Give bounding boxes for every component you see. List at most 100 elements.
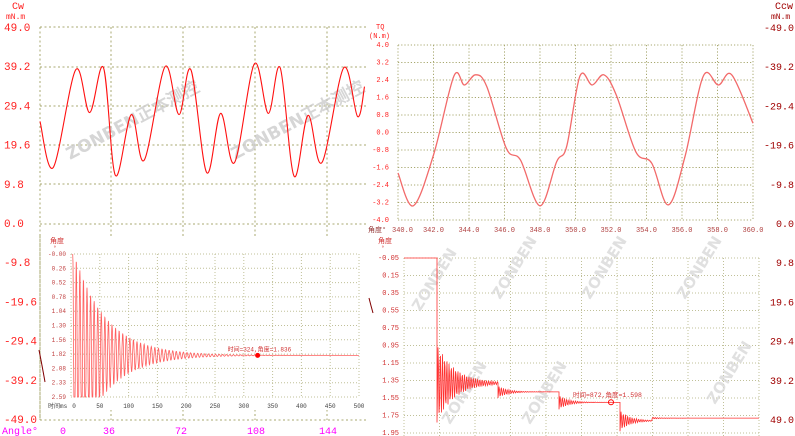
tq-x-axis-tick: 360.0 (742, 227, 763, 235)
tq-x-axis-tick: 340.0 (392, 227, 413, 235)
time-axis-tick: 250 (210, 403, 221, 410)
left-axis-tick: -39.2 (4, 376, 37, 388)
angle-axis-tick: 2.08 (52, 365, 67, 372)
curve-fragment (368, 297, 374, 314)
angle-axis-tick: 0.26 (52, 265, 67, 272)
angle-axis-tick: 0.55 (382, 308, 399, 316)
angle-axis-tick: 108 (247, 427, 265, 436)
left-axis-tick: 49.0 (4, 23, 30, 35)
angle-axis-unit: ° (53, 245, 57, 252)
angle-axis-label: 角度 (378, 236, 392, 246)
left-axis-tick: 29.4 (4, 101, 31, 113)
angle-axis-tick: 0.95 (382, 343, 399, 351)
right-axis-tick: 9.8 (776, 259, 794, 270)
right-axis-tick: -49.0 (764, 24, 794, 35)
time-axis-tick: 350 (267, 403, 278, 410)
angle-axis-tick: 0 (60, 427, 66, 436)
curve-fragment (38, 349, 46, 383)
tq-x-axis-tick: 354.0 (636, 227, 657, 235)
tq-axis-tick: -4.0 (372, 217, 389, 225)
damped-angle-curve (72, 253, 359, 398)
angle-axis-tick: 144 (319, 427, 337, 436)
right-axis-tick: -39.2 (764, 63, 794, 74)
tq-axis-tick: -2.4 (372, 182, 389, 190)
angle-axis-tick: 2.59 (52, 394, 67, 401)
left-axis-tick: 9.8 (4, 180, 24, 192)
tq-axis-tick: -0.8 (372, 147, 389, 155)
right-axis-tick: 19.6 (770, 298, 794, 309)
left-axis-tick: -19.6 (4, 297, 37, 309)
tq-axis-tick: 3.2 (376, 60, 389, 68)
tq-x-axis-tick: 344.0 (458, 227, 479, 235)
right-axis-tick: -19.6 (764, 142, 794, 153)
inset-background (369, 236, 771, 436)
right-axis-unit: mN.m (771, 13, 790, 22)
torque-curve (39, 62, 366, 177)
angle-axis-tick: -0.05 (378, 255, 399, 263)
tq-axis-tick: 4.0 (376, 42, 389, 50)
data-marker[interactable] (608, 399, 614, 406)
right-axis-tick: -29.4 (764, 102, 794, 113)
right-axis-tick: 0.0 (776, 220, 794, 231)
angle-axis-tick: 0.52 (52, 280, 67, 287)
right-axis-tick: 29.4 (770, 338, 794, 349)
time-axis-tick: 400 (296, 403, 307, 410)
tq-axis-tick: 2.4 (376, 77, 389, 85)
angle-axis-tick: 1.35 (382, 378, 399, 386)
tq-curve (397, 71, 754, 207)
angle-axis-tick: 0.75 (382, 325, 399, 333)
step-angle-curve (404, 257, 759, 432)
inset-background (42, 236, 365, 410)
left-axis-tick: -9.8 (4, 258, 30, 270)
angle-axis-tick: 1.04 (52, 308, 67, 315)
tq-x-axis-label: 角度° (368, 225, 386, 235)
tq-x-axis-tick: 348.0 (529, 227, 550, 235)
tq-x-axis-tick: 342.0 (423, 227, 444, 235)
tq-axis-tick: 0.0 (376, 130, 389, 138)
angle-axis-tick: 36 (103, 427, 115, 436)
time-axis-tick: 50 (96, 403, 104, 410)
angle-axis-tick: 1.95 (382, 430, 399, 436)
tq-x-axis-tick: 356.0 (671, 227, 692, 235)
tq-axis-tick: -3.2 (372, 200, 389, 208)
time-axis-tick: 500 (354, 403, 365, 410)
marker-label: 时间=872,角度=1.598 (573, 390, 642, 399)
time-axis-tick: 450 (325, 403, 336, 410)
angle-axis-tick: 1.75 (382, 413, 399, 421)
angle-axis-label: Angle° (2, 426, 38, 436)
angle-axis-label: 角度 (50, 236, 64, 246)
tq-axis-tick: 1.6 (376, 95, 389, 103)
angle-axis-tick: -0.00 (48, 251, 66, 258)
tq-axis-tick: -1.6 (372, 165, 389, 173)
angle-axis-tick: 0.15 (382, 273, 399, 281)
tq-chart-background (367, 20, 770, 235)
right-axis-tick: 39.2 (770, 377, 794, 388)
left-axis-unit-top: Cw (12, 2, 24, 13)
left-axis-tick: -29.4 (4, 337, 37, 349)
right-axis-tick: 49.0 (770, 416, 794, 427)
tq-axis-label: TQ (376, 24, 384, 32)
angle-axis-tick: 1.30 (52, 323, 67, 330)
time-axis-tick: 200 (181, 403, 192, 410)
tq-angle-chart: TQ(N.m)4.0 3.2 2.4 1.6 0.8 0.0 -0.8 -1.6 -2.4 -3.… (367, 20, 770, 235)
time-axis-label: 时间ms (48, 402, 68, 410)
tq-x-axis-tick: 346.0 (494, 227, 515, 235)
left-axis-tick: 0.0 (4, 219, 24, 231)
time-axis-tick: 300 (238, 403, 249, 410)
right-axis-tick: -9.8 (770, 181, 794, 192)
tq-axis-tick: 0.8 (376, 112, 389, 120)
time-axis-tick: 0 (72, 403, 76, 410)
left-axis-unit: mN.m (6, 13, 25, 22)
tq-x-axis-tick: 358.0 (707, 227, 728, 235)
tq-x-axis-tick: 350.0 (565, 227, 586, 235)
left-axis-tick: 39.2 (4, 62, 30, 74)
angle-axis-tick: 1.82 (52, 351, 67, 358)
angle-axis-tick: 72 (175, 427, 187, 436)
angle-axis-unit: ° (381, 245, 385, 252)
tq-axis-unit: (N.m) (369, 33, 390, 41)
angle-axis-tick: 2.33 (52, 380, 67, 387)
marker-label: 时间=324,角度=1.836 (228, 345, 292, 353)
data-marker[interactable] (255, 352, 261, 358)
